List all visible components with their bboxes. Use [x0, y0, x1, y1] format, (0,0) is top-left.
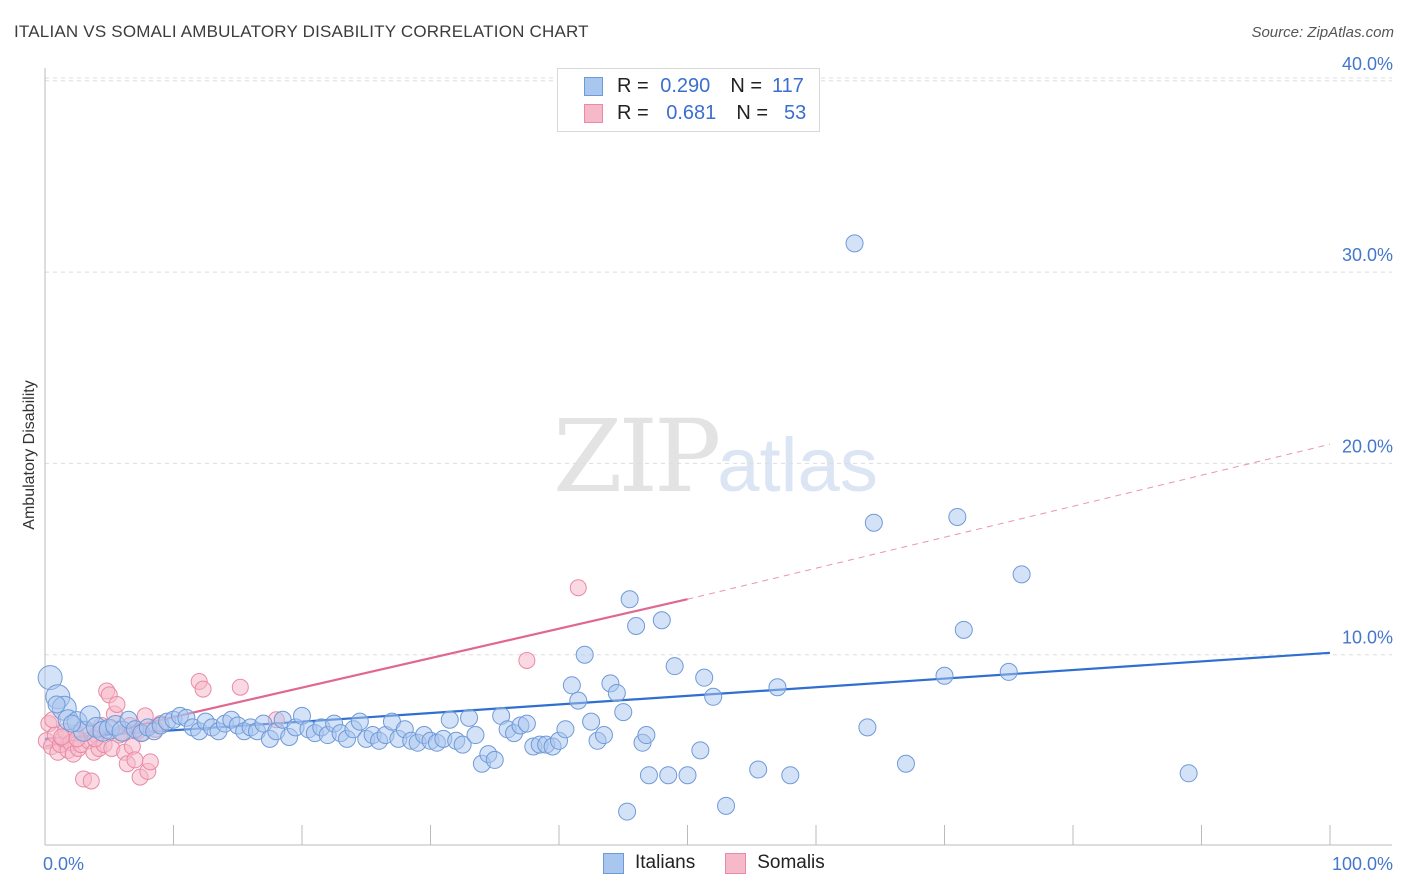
italians-point [749, 760, 768, 779]
italians-point [665, 657, 684, 676]
italians-point [582, 712, 601, 731]
x-tick-label: 100.0% [1332, 854, 1393, 874]
italians-swatch [584, 76, 603, 96]
italians-point [691, 741, 710, 760]
italians-point [620, 590, 639, 609]
legend-label-italians: Italians [635, 852, 696, 873]
italians-point [607, 683, 626, 702]
somalis-point [569, 579, 587, 597]
r-value: 0.681 [666, 101, 717, 124]
italians-point [575, 645, 594, 664]
legend-label-somalis: Somalis [757, 852, 825, 873]
legend-item-italians[interactable]: Italians [603, 852, 695, 874]
watermark: ZIPatlas [553, 398, 878, 515]
italians-point [639, 766, 658, 785]
r-value: 0.290 [660, 74, 711, 97]
italians-point [954, 620, 973, 639]
somalis-trend-extension [687, 443, 1331, 600]
somalis-point [231, 678, 249, 696]
watermark-zip: ZIP [553, 398, 721, 515]
y-tick-label: 40.0% [1342, 54, 1393, 74]
italians-point [695, 668, 714, 687]
italians-point [637, 726, 656, 745]
y-tick-label: 30.0% [1342, 245, 1393, 265]
series-legend: Italians Somalis [603, 852, 855, 874]
grid-lines [45, 77, 1392, 656]
somalis-point [53, 728, 71, 746]
y-axis-label: Ambulatory Disability [21, 380, 38, 529]
tick-labels: 10.0% 20.0% 30.0% 40.0% 0.0% 100.0% [43, 54, 1393, 874]
italians-point [618, 802, 637, 821]
somalis-point [141, 753, 159, 771]
italians-point [1012, 565, 1031, 584]
correlation-legend: R = 0.290 N = 117 R = 0.681 N = 53 [557, 68, 820, 132]
n-label: N = [736, 101, 768, 124]
somalis-point [518, 651, 536, 669]
somalis-swatch [725, 852, 747, 874]
n-label: N = [730, 74, 762, 97]
italians-point [485, 750, 504, 769]
italians-point [717, 796, 736, 815]
italians-point [948, 507, 967, 526]
italians-point [858, 718, 877, 737]
italians-point [864, 513, 883, 532]
italians-points [37, 234, 1198, 821]
legend-row-italians: R = 0.290 N = 117 [584, 74, 804, 98]
n-value: 117 [772, 74, 804, 97]
r-label: R = [617, 74, 649, 97]
italians-point [594, 726, 613, 745]
y-tick-label: 20.0% [1342, 436, 1393, 456]
y-tick-label: 10.0% [1342, 628, 1393, 648]
italians-point [460, 708, 479, 727]
legend-item-somalis[interactable]: Somalis [725, 852, 825, 874]
italians-point [466, 726, 485, 745]
italians-point [517, 714, 536, 733]
italians-point [999, 662, 1018, 681]
source-label: Source: ZipAtlas.com [1251, 24, 1394, 41]
r-label: R = [617, 101, 649, 124]
x-tick-label: 0.0% [43, 854, 84, 874]
italians-point [896, 754, 915, 773]
somalis-point [126, 751, 144, 769]
somalis-point [108, 695, 126, 713]
somalis-swatch [584, 103, 603, 123]
italians-point [350, 712, 369, 731]
italians-point [659, 766, 678, 785]
italians-point [652, 611, 671, 630]
italians-point [62, 714, 81, 733]
italians-point [614, 703, 633, 722]
watermark-atlas: atlas [717, 423, 878, 508]
italians-point [562, 676, 581, 695]
italians-swatch [603, 852, 624, 874]
somalis-point [82, 772, 100, 790]
italians-point [935, 666, 954, 685]
italians-point [440, 710, 459, 729]
italians-point [678, 766, 697, 785]
italians-point [47, 695, 66, 714]
trend-lines [44, 443, 1331, 748]
italians-point [453, 735, 472, 754]
italians-point [781, 766, 800, 785]
italians-point [569, 691, 588, 710]
n-value: 53 [784, 101, 807, 124]
chart-title: ITALIAN VS SOMALI AMBULATORY DISABILITY … [14, 22, 589, 41]
somalis-point [194, 680, 212, 698]
axes [44, 68, 1392, 846]
italians-point [768, 678, 787, 697]
italians-point [704, 687, 723, 706]
italians-point [845, 234, 864, 253]
italians-point [1179, 764, 1198, 783]
legend-row-somalis: R = 0.681 N = 53 [584, 101, 806, 125]
italians-point [627, 617, 646, 636]
italians-point [556, 720, 575, 739]
